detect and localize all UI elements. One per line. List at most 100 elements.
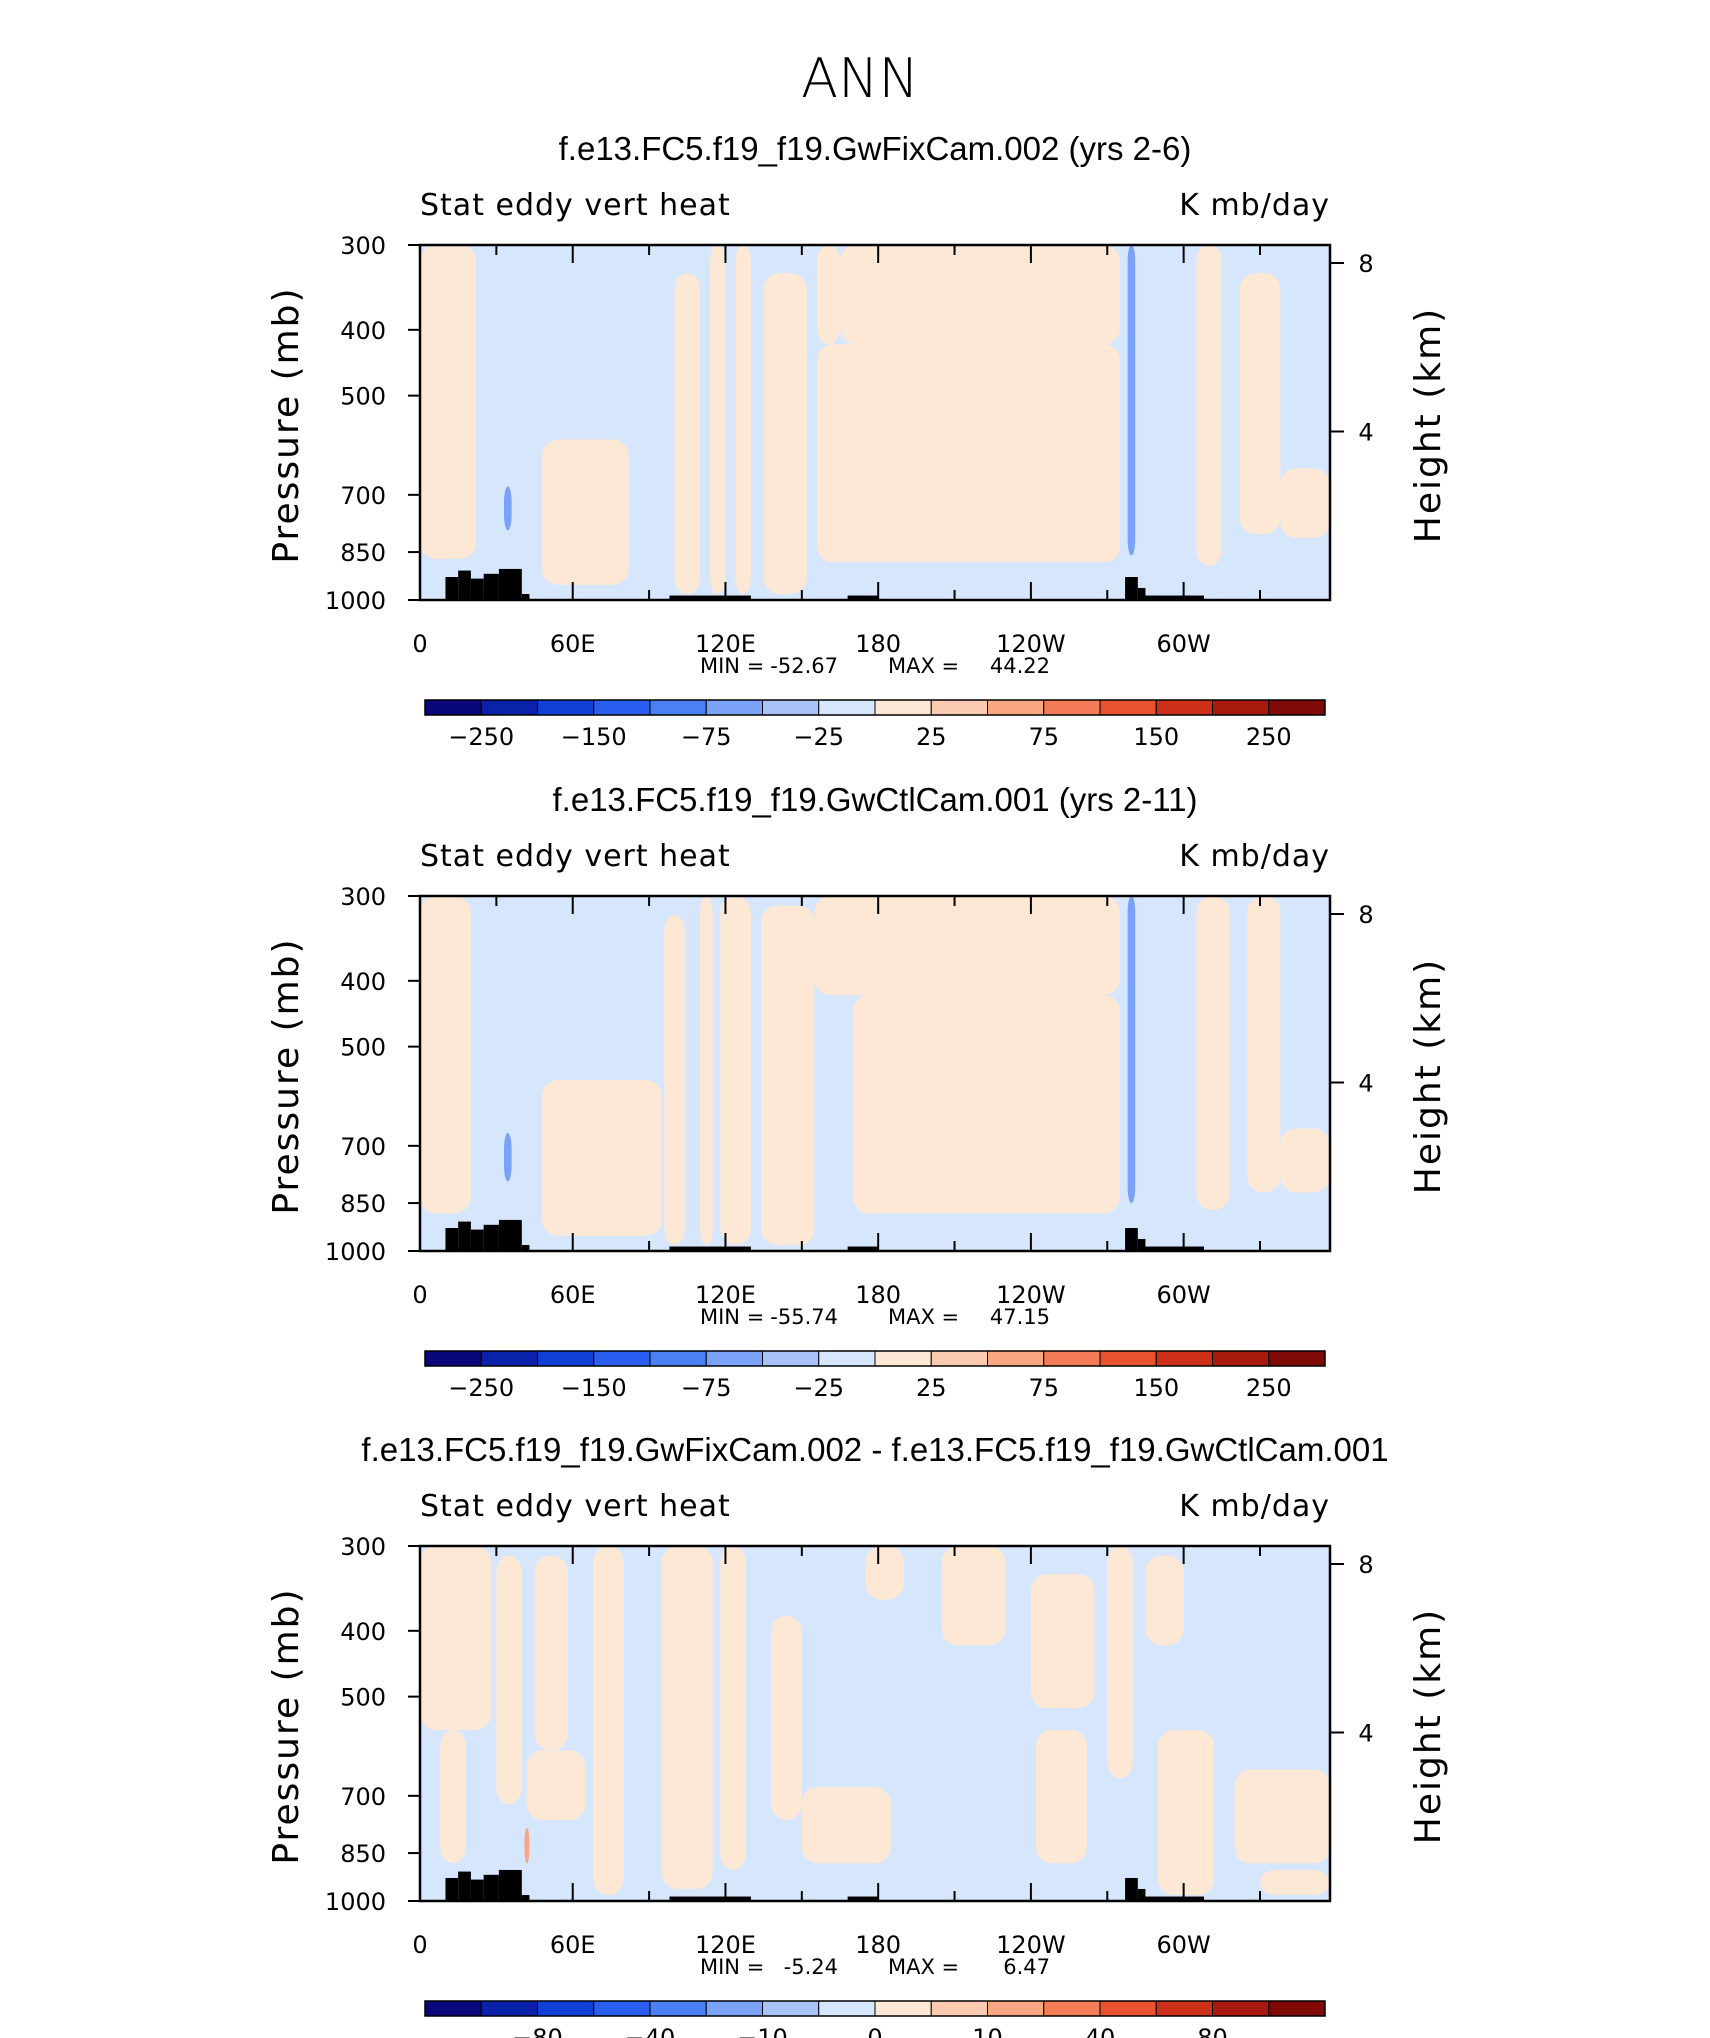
colorbar-label: −25 <box>793 1374 844 1402</box>
contour-region-pos <box>865 1546 904 1600</box>
colorbar-swatch <box>537 1350 595 1367</box>
colorbar-frame <box>424 1350 1326 1367</box>
y-tick-label: 300 <box>340 232 386 260</box>
colorbar-swatch <box>1268 1350 1326 1367</box>
colorbar-swatch <box>537 2000 595 2017</box>
topography-block <box>521 1245 530 1251</box>
x-tick-label: 60E <box>550 1281 596 1309</box>
topography-block <box>483 1874 499 1901</box>
topography-block <box>498 1869 522 1901</box>
panel-2: f.e13.FC5.f19_f19.GwCtlCam.001 (yrs 2-11… <box>266 781 1449 1402</box>
contour-region-pos <box>1196 245 1222 566</box>
colorbar-label: 150 <box>1133 723 1179 751</box>
colorbar-swatch <box>480 2000 538 2017</box>
topography-block <box>1145 595 1204 600</box>
contour-region-pos <box>420 1546 492 1731</box>
colorbar-label: −40 <box>625 2024 676 2038</box>
contour-region-pos <box>674 273 700 595</box>
topography-block <box>483 573 499 600</box>
y-tick-label: 400 <box>340 968 386 996</box>
contour-region-pos <box>710 245 726 595</box>
contour-region-pos <box>1145 1555 1184 1646</box>
colorbar-label: 25 <box>916 723 947 751</box>
max-value: 47.15 <box>990 1305 1050 1329</box>
colorbar-label: −75 <box>681 723 732 751</box>
colorbar-swatch <box>1212 699 1270 716</box>
panel-3: f.e13.FC5.f19_f19.GwFixCam.002 - f.e13.F… <box>266 1431 1449 2038</box>
colorbar-swatch <box>818 2000 876 2017</box>
topography-block <box>1137 1888 1146 1901</box>
contour-region-pos <box>1260 1869 1330 1896</box>
topography-block <box>445 1228 459 1251</box>
x-tick-label: 0 <box>412 1281 427 1309</box>
topography-block <box>498 1219 522 1251</box>
colorbar-swatch <box>593 1350 651 1367</box>
contour-region-pos <box>817 344 1120 563</box>
colorbar-label: −75 <box>681 1374 732 1402</box>
colorbar-label: −80 <box>512 2024 563 2038</box>
panel-1: f.e13.FC5.f19_f19.GwFixCam.002 (yrs 2-6)… <box>266 130 1449 751</box>
x-tick-label: 120E <box>695 630 756 658</box>
colorbar-swatch <box>1155 1350 1213 1367</box>
colorbar: −250 −150 −75 −25 25 75 150 250 <box>424 699 1326 751</box>
colorbar-swatch <box>987 2000 1045 2017</box>
x-tick-label: 60E <box>550 630 596 658</box>
panel-title: f.e13.FC5.f19_f19.GwCtlCam.001 (yrs 2-11… <box>553 781 1198 818</box>
contour-field <box>420 896 1330 1251</box>
y-axis-title-right: Height (km) <box>1408 1608 1449 1844</box>
min-label: MIN = <box>700 1955 764 1979</box>
contour-region-pos <box>420 245 476 559</box>
colorbar-swatch <box>480 699 538 716</box>
topography-block <box>1125 1878 1138 1901</box>
contour-region-pos <box>542 1080 662 1236</box>
colorbar-swatch <box>1268 699 1326 716</box>
y-axis-title: Pressure (mb) <box>266 1587 307 1864</box>
colorbar-swatch <box>1043 1350 1101 1367</box>
colorbar-swatch <box>424 1350 482 1367</box>
panel-title: f.e13.FC5.f19_f19.GwFixCam.002 - f.e13.F… <box>361 1431 1388 1468</box>
min-value: -55.74 <box>770 1305 838 1329</box>
colorbar-label: 75 <box>1028 1374 1059 1402</box>
contour-field <box>420 245 1330 600</box>
colorbar-swatch <box>705 699 763 716</box>
contour-region-pos <box>1158 1730 1215 1896</box>
contour-region-pos <box>1280 468 1330 538</box>
topography-block <box>1137 1238 1146 1251</box>
right-tick-label: 8 <box>1358 250 1373 278</box>
x-tick-label: 60E <box>550 1931 596 1959</box>
colorbar-swatch <box>593 2000 651 2017</box>
colorbar-swatch <box>818 1350 876 1367</box>
y-tick-label: 500 <box>340 383 386 411</box>
colorbar-swatch <box>874 2000 932 2017</box>
topography-block <box>669 595 751 600</box>
colorbar-swatch <box>480 1350 538 1367</box>
contour-region-pos <box>941 1546 1006 1646</box>
y-tick-label: 300 <box>340 883 386 911</box>
colorbar-label: 25 <box>916 1374 947 1402</box>
contour-region-pos <box>763 273 807 595</box>
figure-title: ANN <box>801 47 919 110</box>
topography-block <box>847 1246 879 1251</box>
panel-right-string: K mb/day <box>1179 839 1330 874</box>
contour-region-neg2 <box>1127 896 1136 1204</box>
colorbar-label: −250 <box>448 1374 514 1402</box>
x-tick-label: 60W <box>1156 1281 1210 1309</box>
min-label: MIN = <box>700 654 764 678</box>
y-tick-label: 1000 <box>325 1888 386 1916</box>
y-tick-label: 700 <box>340 1133 386 1161</box>
panel-left-string: Stat eddy vert heat <box>420 839 731 874</box>
x-tick-label: 0 <box>412 1931 427 1959</box>
x-tick-label: 60W <box>1156 630 1210 658</box>
min-label: MIN = <box>700 1305 764 1329</box>
colorbar-label: 80 <box>1197 2024 1228 2038</box>
colorbar-swatch <box>649 699 707 716</box>
contour-region-pos <box>1280 1128 1330 1193</box>
colorbar-swatch <box>818 699 876 716</box>
plot-frame <box>418 894 1332 1253</box>
contour-region-pos <box>801 1787 891 1864</box>
colorbar-swatch <box>705 1350 763 1367</box>
y-tick-label: 400 <box>340 317 386 345</box>
x-tick-label: 120E <box>695 1931 756 1959</box>
y-tick-label: 700 <box>340 1783 386 1811</box>
contour-region-pos <box>496 1555 522 1805</box>
